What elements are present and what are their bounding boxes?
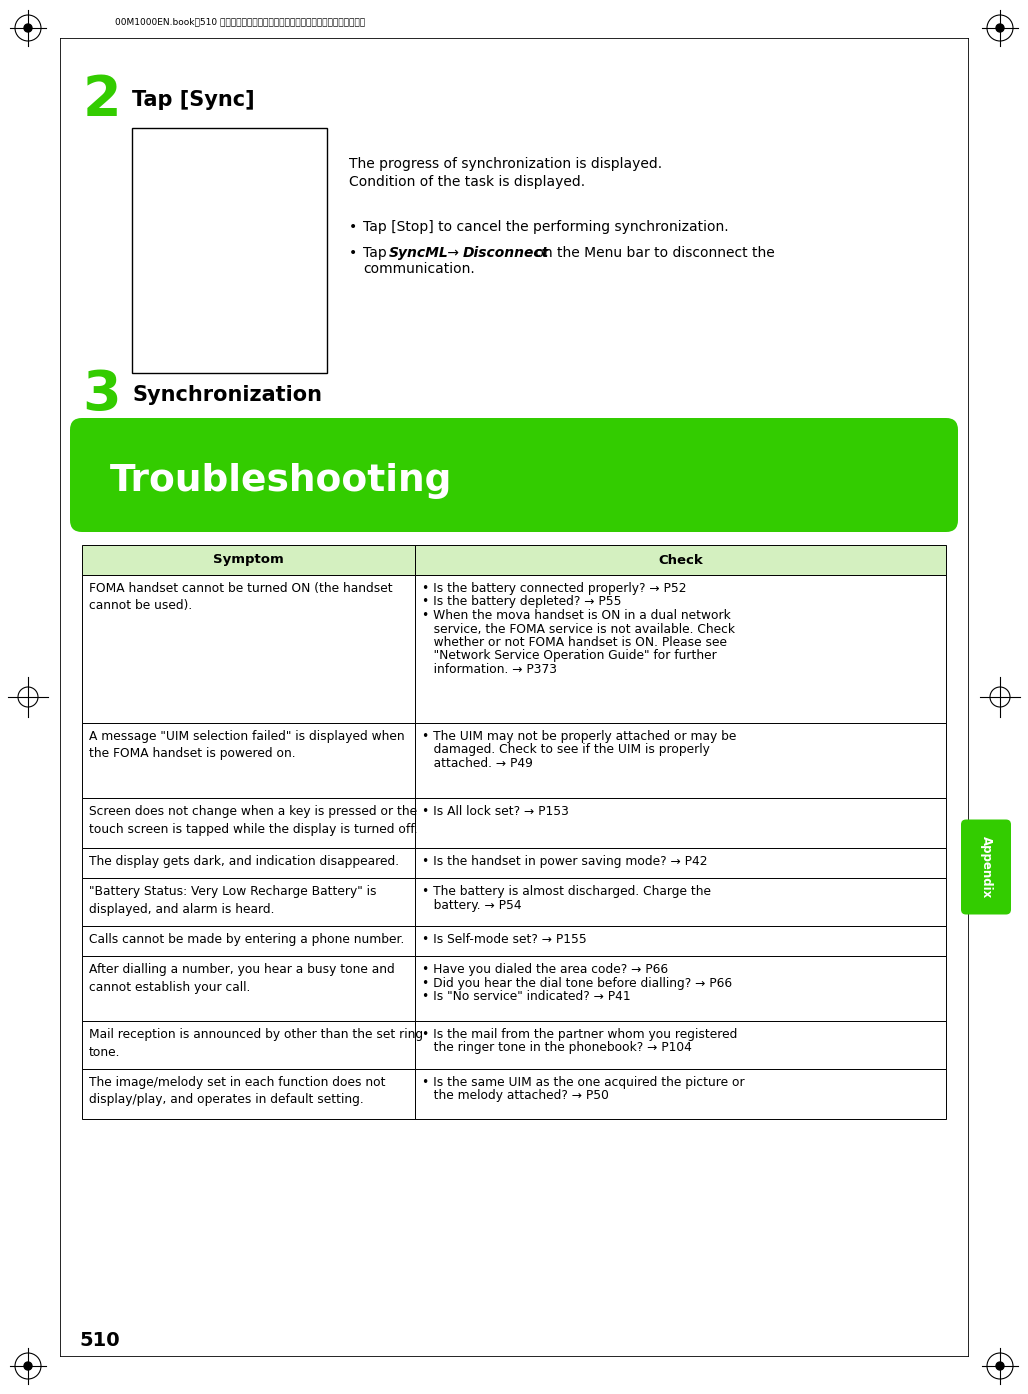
Text: The progress of synchronization is displayed.: The progress of synchronization is displ… — [348, 158, 662, 171]
Text: the melody attached? → P50: the melody attached? → P50 — [423, 1090, 609, 1103]
Text: whether or not FOMA handset is ON. Please see: whether or not FOMA handset is ON. Pleas… — [423, 636, 727, 650]
Circle shape — [996, 1362, 1004, 1370]
FancyBboxPatch shape — [70, 418, 958, 533]
Text: Symptom: Symptom — [213, 553, 284, 566]
Text: 2: 2 — [82, 72, 121, 127]
Text: Disconnect: Disconnect — [463, 245, 549, 261]
Bar — [415, 956, 946, 1020]
Bar — [82, 956, 415, 1020]
Text: the ringer tone in the phonebook? → P104: the ringer tone in the phonebook? → P104 — [423, 1041, 692, 1054]
Text: • Is the battery connected properly? → P52: • Is the battery connected properly? → P… — [423, 583, 687, 595]
Text: 510: 510 — [80, 1330, 120, 1349]
Text: • Is the handset in power saving mode? → P42: • Is the handset in power saving mode? →… — [423, 855, 707, 868]
Text: service, the FOMA service is not available. Check: service, the FOMA service is not availab… — [423, 623, 735, 636]
Bar — [415, 723, 946, 797]
Text: After dialling a number, you hear a busy tone and
cannot establish your call.: After dialling a number, you hear a busy… — [89, 963, 395, 994]
FancyBboxPatch shape — [70, 418, 958, 533]
Text: Calls cannot be made by entering a phone number.: Calls cannot be made by entering a phone… — [89, 933, 404, 947]
Text: →: → — [443, 245, 464, 261]
Bar — [415, 848, 946, 878]
Text: Tap: Tap — [363, 245, 391, 261]
Text: • When the mova handset is ON in a dual network: • When the mova handset is ON in a dual … — [423, 609, 731, 622]
Text: Appendix: Appendix — [980, 836, 992, 898]
Text: Check: Check — [658, 553, 703, 566]
Text: • Is the battery depleted? → P55: • Is the battery depleted? → P55 — [423, 595, 622, 609]
Circle shape — [24, 24, 32, 32]
Text: Synchronization: Synchronization — [132, 385, 322, 406]
Bar — [82, 723, 415, 797]
Text: Screen does not change when a key is pressed or the
touch screen is tapped while: Screen does not change when a key is pre… — [89, 804, 417, 835]
Text: • Is the same UIM as the one acquired the picture or: • Is the same UIM as the one acquired th… — [423, 1076, 744, 1089]
Text: 3: 3 — [82, 368, 121, 422]
Text: Mail reception is announced by other than the set ring
tone.: Mail reception is announced by other tha… — [89, 1027, 424, 1058]
Bar — [415, 545, 946, 574]
Bar — [415, 574, 946, 723]
Bar — [82, 1069, 415, 1119]
Text: Condition of the task is displayed.: Condition of the task is displayed. — [348, 176, 585, 190]
Text: damaged. Check to see if the UIM is properly: damaged. Check to see if the UIM is prop… — [423, 743, 710, 757]
Bar — [82, 797, 415, 848]
Text: attached. → P49: attached. → P49 — [423, 757, 533, 769]
Text: •: • — [348, 245, 358, 261]
Text: 00M1000EN.book　510 ページ　２００４年１１月２４日　水曜日　午前７時５６分: 00M1000EN.book 510 ページ ２００４年１１月２４日 水曜日 午… — [115, 18, 365, 26]
Text: A message "UIM selection failed" is displayed when
the FOMA handset is powered o: A message "UIM selection failed" is disp… — [89, 730, 405, 761]
Circle shape — [24, 1362, 32, 1370]
Text: information. → P373: information. → P373 — [423, 664, 557, 676]
Text: on the Menu bar to disconnect the: on the Menu bar to disconnect the — [531, 245, 775, 261]
Text: battery. → P54: battery. → P54 — [423, 899, 521, 912]
Bar — [82, 878, 415, 926]
Text: communication.: communication. — [363, 262, 475, 276]
Bar — [82, 574, 415, 723]
Text: • Is Self-mode set? → P155: • Is Self-mode set? → P155 — [423, 933, 587, 947]
Text: Troubleshooting: Troubleshooting — [110, 463, 452, 499]
Bar — [415, 1069, 946, 1119]
Text: Tap [Stop] to cancel the performing synchronization.: Tap [Stop] to cancel the performing sync… — [363, 220, 729, 234]
Bar — [82, 1020, 415, 1069]
Bar — [82, 926, 415, 956]
Text: •: • — [348, 220, 358, 234]
Text: The display gets dark, and indication disappeared.: The display gets dark, and indication di… — [89, 855, 399, 868]
Text: "Battery Status: Very Low Recharge Battery" is
displayed, and alarm is heard.: "Battery Status: Very Low Recharge Batte… — [89, 885, 376, 916]
Text: • Is "No service" indicated? → P41: • Is "No service" indicated? → P41 — [423, 990, 630, 1004]
Text: • The UIM may not be properly attached or may be: • The UIM may not be properly attached o… — [423, 730, 736, 743]
Text: SyncML: SyncML — [389, 245, 449, 261]
Bar — [415, 1020, 946, 1069]
Bar — [82, 848, 415, 878]
Bar — [132, 128, 327, 374]
Text: • Have you dialed the area code? → P66: • Have you dialed the area code? → P66 — [423, 963, 668, 976]
Text: • Is the mail from the partner whom you registered: • Is the mail from the partner whom you … — [423, 1027, 737, 1041]
Text: • The battery is almost discharged. Charge the: • The battery is almost discharged. Char… — [423, 885, 711, 898]
Text: FOMA handset cannot be turned ON (the handset
cannot be used).: FOMA handset cannot be turned ON (the ha… — [89, 583, 393, 612]
FancyBboxPatch shape — [961, 820, 1011, 914]
Bar — [415, 797, 946, 848]
Bar — [415, 878, 946, 926]
Text: • Is All lock set? → P153: • Is All lock set? → P153 — [423, 804, 568, 818]
Text: The image/melody set in each function does not
display/play, and operates in def: The image/melody set in each function do… — [89, 1076, 386, 1107]
Bar — [82, 545, 415, 574]
Text: • Did you hear the dial tone before dialling? → P66: • Did you hear the dial tone before dial… — [423, 977, 732, 990]
Text: "Network Service Operation Guide" for further: "Network Service Operation Guide" for fu… — [423, 650, 717, 662]
Circle shape — [996, 24, 1004, 32]
Bar — [415, 926, 946, 956]
Text: Tap [Sync]: Tap [Sync] — [132, 91, 255, 110]
